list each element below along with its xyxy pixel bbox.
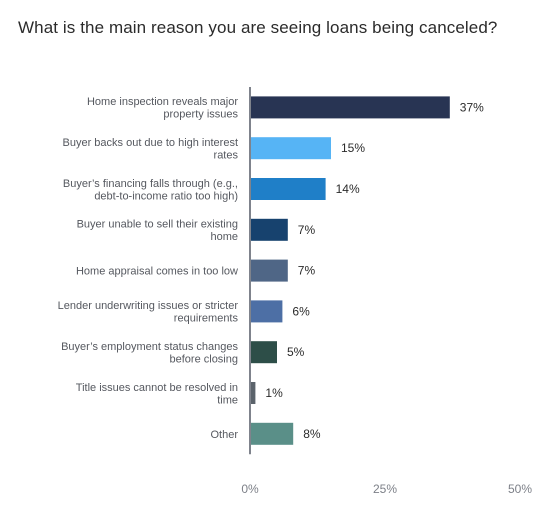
category-label-line: home bbox=[210, 231, 238, 243]
bar bbox=[251, 96, 450, 119]
category-label-line: rates bbox=[214, 149, 239, 161]
category-label-line: Other bbox=[210, 429, 238, 441]
bar bbox=[251, 382, 256, 404]
value-label: 5% bbox=[287, 345, 305, 359]
category-label-line: time bbox=[217, 394, 238, 406]
value-labels: 37% 15% 14% 7% 7% 6% 5% 1% 8% bbox=[265, 100, 484, 440]
value-label: 1% bbox=[265, 386, 283, 400]
category-label: Buyer backs out due to high interest rate… bbox=[63, 137, 239, 162]
value-label: 7% bbox=[298, 264, 316, 278]
category-label-line: Buyer unable to sell their existing bbox=[77, 219, 238, 231]
value-label: 37% bbox=[460, 100, 484, 114]
category-label: Buyer’s employment status changes before … bbox=[61, 341, 238, 366]
category-label-line: Title issues cannot be resolved in bbox=[76, 382, 238, 394]
category-label-line: debt-to-income ratio too high) bbox=[94, 190, 238, 202]
value-label: 7% bbox=[298, 223, 316, 237]
bar bbox=[251, 137, 331, 160]
bar bbox=[251, 341, 277, 364]
x-tick-label: 50% bbox=[508, 482, 532, 496]
x-tick-label: 25% bbox=[373, 482, 397, 496]
category-label-line: before closing bbox=[170, 353, 239, 365]
category-label: Lender underwriting issues or stricter re… bbox=[58, 300, 239, 325]
bar bbox=[251, 259, 288, 282]
category-label-line: property issues bbox=[163, 109, 238, 121]
category-label-line: Buyer backs out due to high interest bbox=[63, 137, 239, 149]
category-label: Title issues cannot be resolved in time bbox=[76, 382, 238, 407]
x-tick-labels: 0% 25% 50% bbox=[241, 482, 532, 496]
value-label: 15% bbox=[341, 141, 365, 155]
x-tick-label: 0% bbox=[241, 482, 259, 496]
value-label: 8% bbox=[303, 427, 321, 441]
category-label: Buyer’s financing falls through (e.g., de… bbox=[63, 178, 238, 203]
bar bbox=[251, 178, 326, 200]
category-labels: Home inspection reveals major property is… bbox=[58, 96, 239, 441]
category-label-line: Home inspection reveals major bbox=[87, 96, 238, 108]
category-label-line: Buyer’s employment status changes bbox=[61, 341, 238, 353]
category-label: Other bbox=[210, 429, 238, 441]
bars bbox=[251, 96, 450, 445]
category-label: Buyer unable to sell their existing home bbox=[77, 219, 238, 244]
bar bbox=[251, 218, 288, 241]
value-label: 14% bbox=[336, 182, 360, 196]
value-label: 6% bbox=[292, 304, 310, 318]
bar bbox=[251, 300, 283, 323]
category-label-line: Lender underwriting issues or stricter bbox=[58, 300, 239, 312]
category-label-line: Home appraisal comes in too low bbox=[76, 266, 238, 278]
category-label: Home inspection reveals major property is… bbox=[87, 96, 239, 121]
category-label-line: Buyer’s financing falls through (e.g., bbox=[63, 178, 238, 190]
chart-title: What is the main reason you are seeing l… bbox=[18, 18, 498, 37]
category-label: Home appraisal comes in too low bbox=[76, 266, 238, 278]
category-label-line: requirements bbox=[174, 313, 239, 325]
bar bbox=[251, 422, 294, 445]
